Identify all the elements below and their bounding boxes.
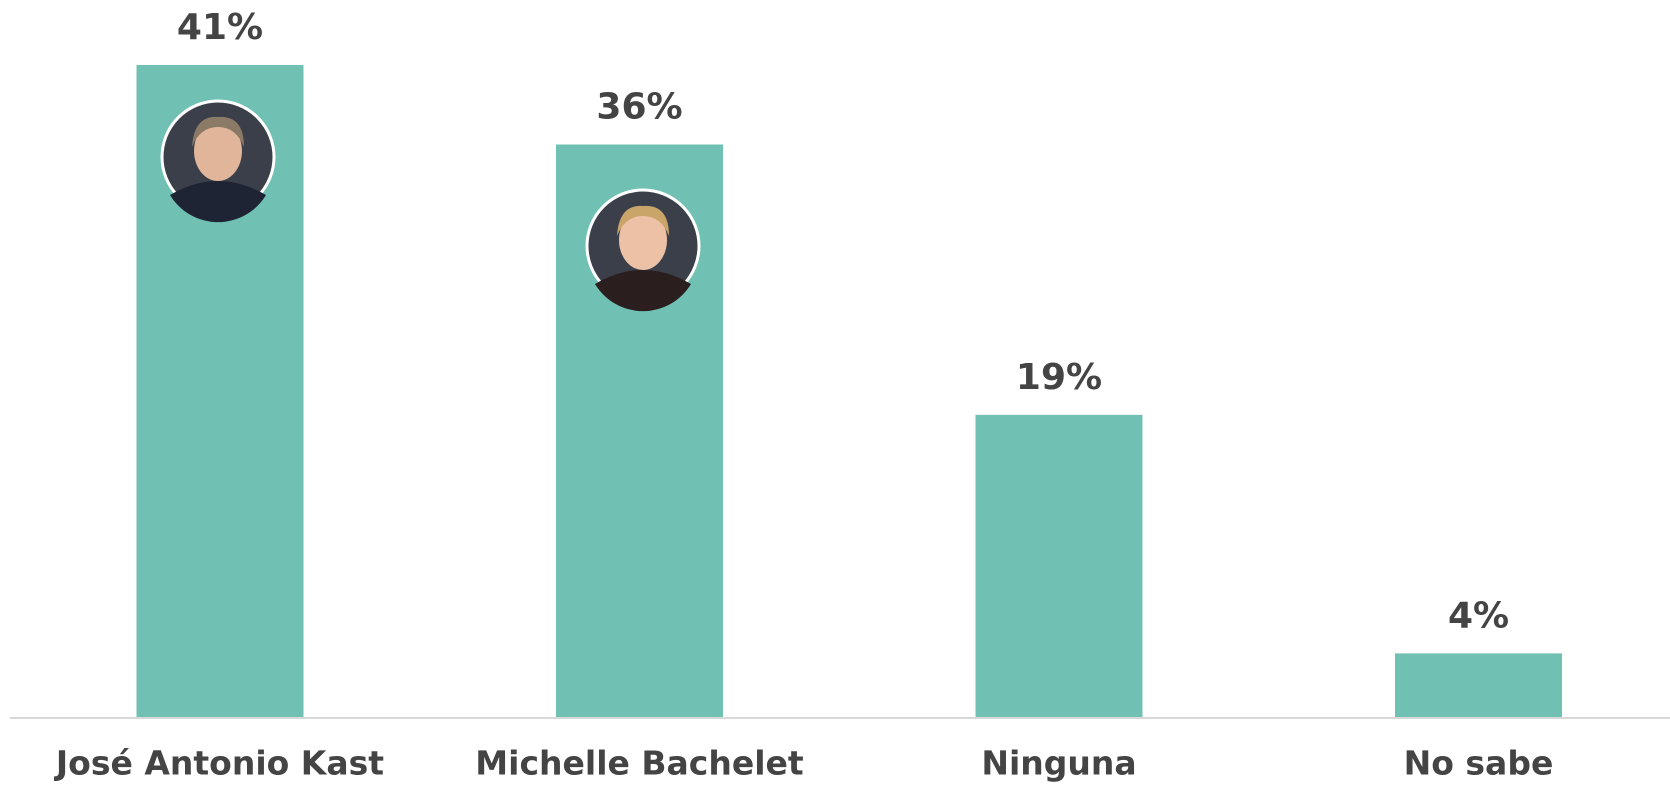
data-label: 36%: [596, 87, 682, 128]
data-label: 4%: [1448, 595, 1509, 636]
x-tick-label: Michelle Bachelet: [475, 744, 804, 783]
data-label: 41%: [177, 7, 263, 48]
bar: [976, 415, 1143, 717]
page: 41% José Antonio Kast 36% Michelle Bachelet…: [0, 0, 1670, 787]
x-tick-label: José Antonio Kast: [54, 744, 384, 783]
bar: [1395, 653, 1562, 717]
chart: 41% José Antonio Kast 36% Michelle Bachelet…: [0, 0, 1670, 787]
data-label: 19%: [1016, 357, 1102, 398]
x-tick-label: Ninguna: [981, 744, 1136, 783]
x-tick-label: No sabe: [1404, 744, 1554, 783]
